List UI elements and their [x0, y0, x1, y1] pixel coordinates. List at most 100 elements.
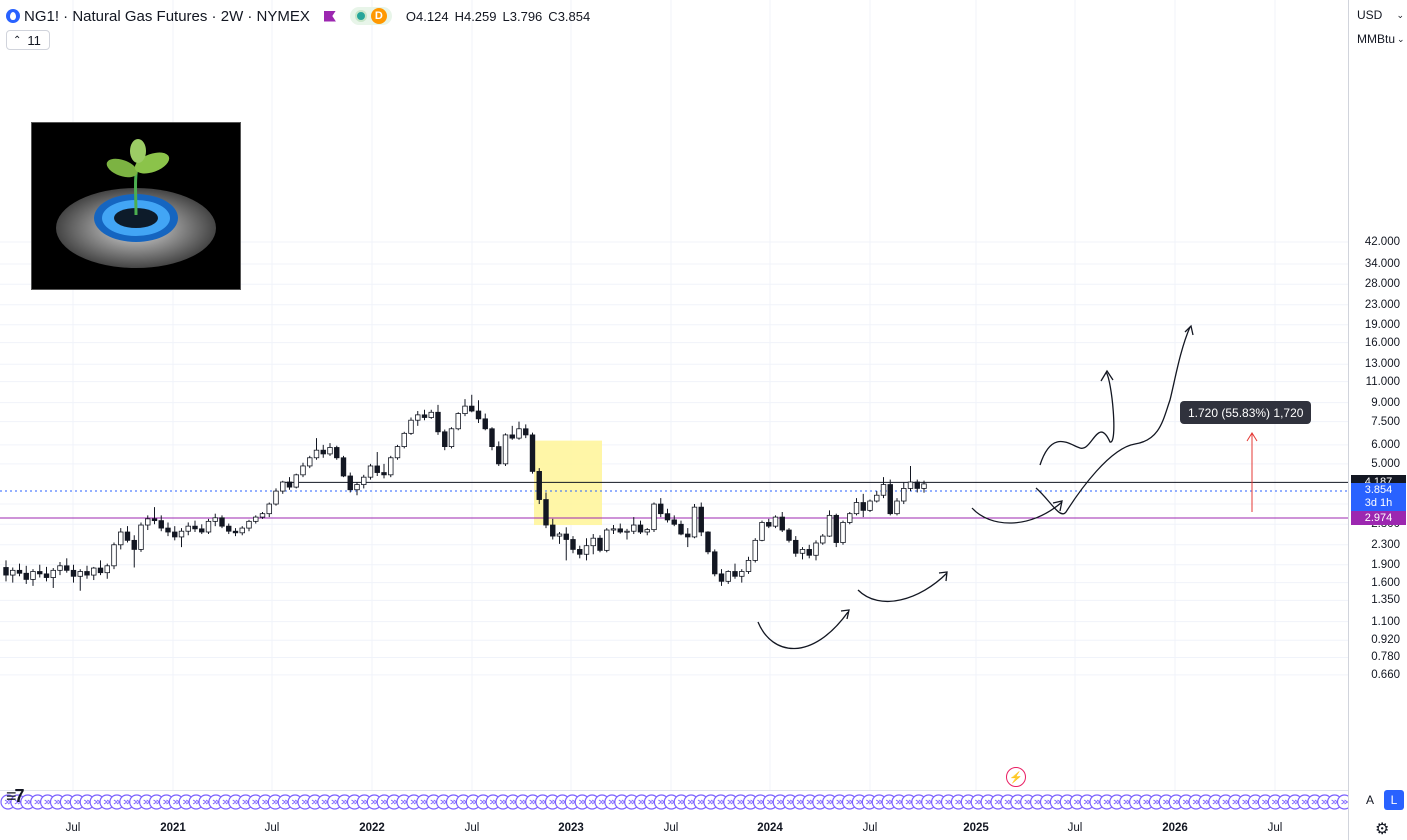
price-tick: 1.900	[1371, 558, 1400, 571]
candle-body-up	[455, 413, 461, 430]
candle	[469, 394, 475, 413]
price-tick: 34.000	[1364, 258, 1400, 271]
candle-body-up	[820, 535, 826, 544]
tradingview-logo[interactable]: ≡7	[6, 786, 24, 806]
candle-body-up	[907, 481, 914, 489]
time-tick: 2024	[757, 822, 783, 834]
candle-body-up	[91, 567, 97, 576]
candle-body-up	[556, 533, 563, 537]
auto-scale-button[interactable]: A	[1365, 793, 1374, 807]
chevron-up-icon: ⌃	[13, 34, 22, 46]
candle	[664, 508, 671, 523]
candle	[455, 412, 461, 431]
candle	[226, 523, 232, 535]
candle-body-down	[543, 499, 549, 526]
event-marker	[1336, 794, 1353, 810]
candle	[178, 528, 185, 548]
measure-label[interactable]: 1.720 (55.83%) 1,720	[1180, 401, 1312, 424]
flag-icon[interactable]	[323, 10, 336, 22]
candle-body-down	[43, 573, 50, 578]
candle	[624, 528, 630, 540]
candle-body-up	[502, 434, 509, 465]
candle-body-up	[651, 503, 657, 531]
symbol-header[interactable]: NG1! · Natural Gas Futures · 2W · NYMEX …	[0, 4, 596, 28]
unit-select[interactable]: MMBtu ⌄	[1357, 32, 1405, 46]
candle-body-down	[3, 567, 9, 576]
candle-body-up	[307, 457, 313, 467]
candle-body-up	[259, 513, 266, 518]
price-tick: 2.300	[1371, 538, 1400, 551]
settings-gear-icon[interactable]: ⚙	[1375, 821, 1390, 838]
indicators-toggle[interactable]: ⌃ 11	[6, 30, 50, 50]
arrow-head-2	[938, 571, 948, 582]
market-status[interactable]: D	[349, 7, 392, 25]
candle-body-up	[874, 494, 880, 502]
candle	[887, 479, 893, 516]
candle	[631, 517, 637, 535]
candle	[43, 566, 50, 582]
candle	[880, 477, 887, 499]
candle-body-down	[320, 449, 326, 455]
candle-body-up	[772, 516, 779, 527]
candle	[496, 441, 502, 466]
candle-body-down	[766, 522, 772, 527]
lightning-icon[interactable]: ⚡	[1006, 767, 1026, 787]
measure-tool[interactable]	[1246, 432, 1258, 512]
candle	[799, 547, 806, 560]
candle-body-down	[914, 481, 920, 489]
drawings[interactable]	[757, 324, 1194, 650]
candle	[759, 520, 765, 542]
chevron-down-icon: ⌄	[1396, 9, 1404, 20]
arc-drawing-3	[971, 501, 1063, 524]
price-chart[interactable]	[0, 0, 1348, 790]
candle	[428, 409, 434, 419]
candle	[151, 507, 158, 525]
candle-body-down	[529, 434, 536, 472]
candle	[205, 518, 212, 535]
candle	[772, 515, 779, 529]
candle	[300, 462, 306, 478]
candle-body-up	[799, 549, 806, 554]
candle	[266, 502, 272, 518]
candle	[604, 528, 610, 553]
currency-select[interactable]: USD ⌄	[1357, 8, 1404, 22]
price-axis[interactable]: USD ⌄ MMBtu ⌄ 42.000 34.000 28.000 23.000 19.0…	[1348, 0, 1407, 840]
projection-2	[1035, 326, 1191, 515]
candle-body-down	[232, 530, 239, 534]
time-tick: 2022	[359, 822, 385, 834]
candle-body-up	[408, 419, 414, 434]
candle	[907, 465, 914, 492]
candle-body-up	[212, 517, 218, 522]
symbol-title[interactable]: NG1! · Natural Gas Futures · 2W · NYMEX	[24, 7, 310, 25]
candle	[70, 564, 77, 583]
candle-body-down	[37, 571, 43, 575]
candle	[57, 561, 63, 576]
candle-body-up	[205, 520, 212, 533]
candle	[104, 563, 110, 579]
candle	[334, 445, 340, 460]
candle	[685, 528, 691, 548]
last-price-label: 3.854 3d 1h	[1351, 482, 1406, 511]
gas-burner-plant-image[interactable]	[31, 122, 241, 290]
candle-body-up	[367, 465, 374, 478]
candle-body-up	[462, 405, 468, 414]
candle-body-up	[354, 484, 360, 491]
support-price-label: 2.974	[1351, 511, 1406, 525]
candle	[435, 404, 441, 435]
candle	[529, 432, 536, 474]
candle	[786, 528, 792, 543]
candle-body-down	[563, 533, 569, 540]
time-tick: Jul	[65, 822, 81, 834]
log-scale-button[interactable]: L	[1384, 790, 1404, 810]
candle	[10, 567, 16, 583]
candle	[853, 498, 860, 516]
candle	[232, 528, 239, 537]
candle-body-up	[280, 481, 286, 492]
candle	[658, 498, 664, 518]
time-tick: 2023	[558, 822, 584, 834]
candle-body-down	[84, 571, 90, 576]
candle	[165, 522, 171, 537]
events-strip[interactable]	[0, 790, 1353, 813]
candle-body-up	[448, 428, 455, 447]
indicator-count: 11	[27, 32, 41, 48]
